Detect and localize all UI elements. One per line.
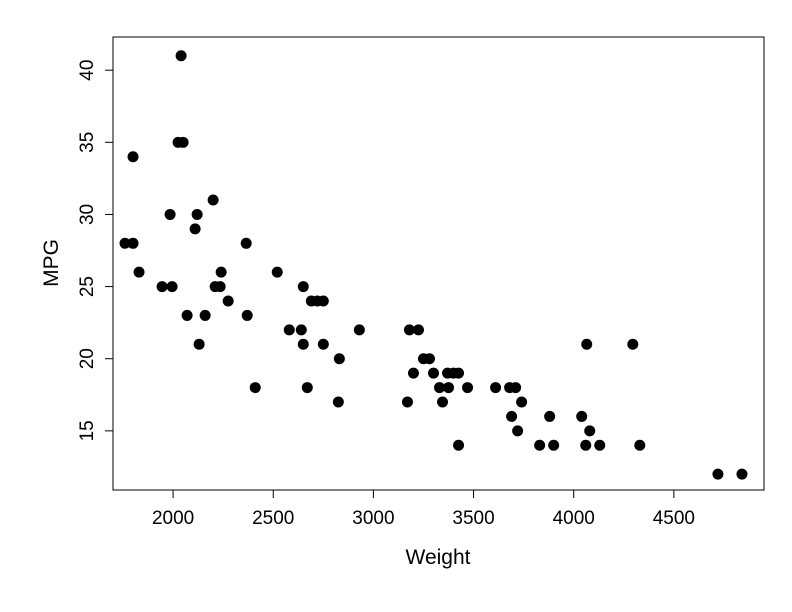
data-point xyxy=(127,237,139,249)
data-point xyxy=(462,382,474,394)
data-point xyxy=(199,309,211,321)
data-point xyxy=(241,309,253,321)
data-point xyxy=(581,338,593,350)
data-point xyxy=(317,295,329,307)
data-point xyxy=(332,396,344,408)
data-point xyxy=(240,237,252,249)
y-tick-label: 30 xyxy=(77,204,98,225)
data-point xyxy=(119,237,131,249)
y-tick-label: 25 xyxy=(77,276,98,297)
y-tick-label: 15 xyxy=(77,420,98,441)
x-axis: 2000 2500 3000 3500 4000 4500 xyxy=(152,489,695,529)
data-point xyxy=(271,266,283,278)
data-point xyxy=(443,382,455,394)
data-point xyxy=(156,281,168,293)
data-point xyxy=(427,367,439,379)
data-point xyxy=(516,396,528,408)
data-point xyxy=(297,281,309,293)
plot-frame xyxy=(112,36,765,491)
data-point xyxy=(736,468,748,480)
data-point xyxy=(249,382,261,394)
data-point xyxy=(544,410,556,422)
data-point xyxy=(412,324,424,336)
data-point xyxy=(453,439,465,451)
data-point xyxy=(181,309,193,321)
data-point xyxy=(490,382,502,394)
data-point xyxy=(317,338,329,350)
y-tick-label: 20 xyxy=(77,348,98,369)
data-point xyxy=(548,439,560,451)
data-point xyxy=(295,324,307,336)
data-point xyxy=(207,194,219,206)
data-point xyxy=(222,295,234,307)
data-point xyxy=(164,208,176,220)
data-point xyxy=(407,367,419,379)
data-point xyxy=(506,410,518,422)
data-point xyxy=(297,338,309,350)
data-point xyxy=(175,50,187,62)
data-point xyxy=(301,382,313,394)
data-point xyxy=(627,338,639,350)
data-point xyxy=(283,324,295,336)
x-tick-label: 3500 xyxy=(452,508,494,529)
data-point xyxy=(215,266,227,278)
x-axis-label: Weight xyxy=(406,546,471,569)
data-point xyxy=(333,353,345,365)
data-point xyxy=(353,324,365,336)
data-point xyxy=(584,425,596,437)
data-point xyxy=(166,281,178,293)
data-point xyxy=(401,396,413,408)
data-point xyxy=(453,367,465,379)
data-point xyxy=(133,266,145,278)
data-point xyxy=(580,439,592,451)
x-tick-label: 2000 xyxy=(152,508,194,529)
data-point xyxy=(437,396,449,408)
data-point xyxy=(534,439,546,451)
data-point xyxy=(634,439,646,451)
x-tick-label: 2500 xyxy=(252,508,294,529)
data-point xyxy=(214,281,226,293)
y-tick-label: 35 xyxy=(77,132,98,153)
data-point xyxy=(189,223,201,235)
data-point xyxy=(191,208,203,220)
x-tick-label: 3000 xyxy=(352,508,394,529)
data-point xyxy=(576,410,588,422)
y-axis: 15 20 25 30 35 40 xyxy=(77,60,114,441)
data-point xyxy=(594,439,606,451)
data-point xyxy=(512,425,524,437)
data-point xyxy=(193,338,205,350)
y-axis-label: MPG xyxy=(40,239,63,287)
data-point xyxy=(423,353,435,365)
data-point xyxy=(177,136,189,148)
x-tick-label: 4000 xyxy=(553,508,595,529)
data-points xyxy=(119,50,748,480)
data-point xyxy=(712,468,724,480)
data-point xyxy=(510,382,522,394)
data-point xyxy=(403,324,415,336)
data-point xyxy=(127,151,139,163)
y-tick-label: 40 xyxy=(77,60,98,81)
data-point xyxy=(434,382,446,394)
x-tick-label: 4500 xyxy=(653,508,695,529)
